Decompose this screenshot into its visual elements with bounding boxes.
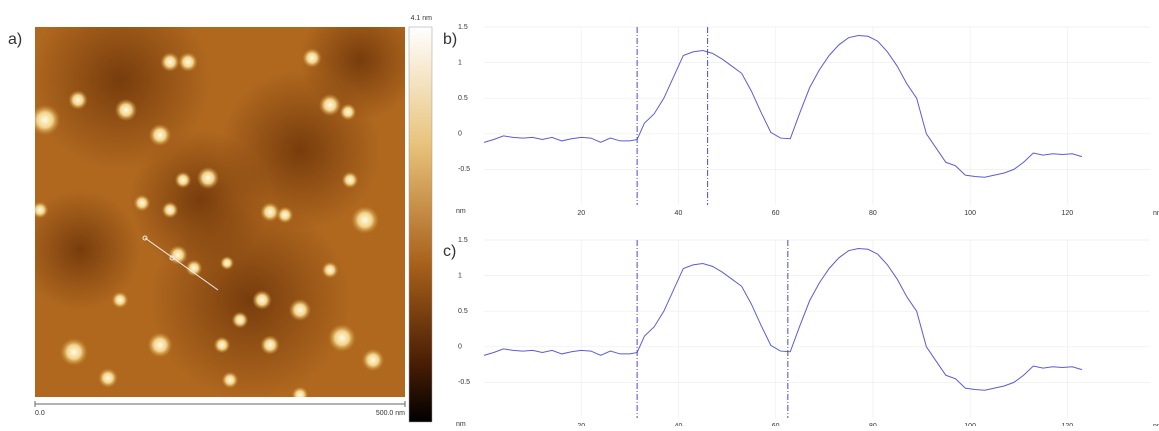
y-tick-label: 0.5 [458, 95, 468, 102]
panel-label: b) [443, 31, 457, 48]
particle [133, 194, 151, 212]
particle [328, 324, 356, 352]
y-tick-label: -0.5 [458, 166, 470, 173]
particle [231, 311, 249, 329]
particle [221, 371, 239, 389]
y-tick-label: 0 [458, 131, 462, 138]
x-tick-label: 120 [1062, 210, 1074, 217]
particle [60, 338, 88, 366]
particle [321, 261, 339, 279]
y-tick-label: 1 [458, 59, 462, 66]
y-tick-label: 0.5 [458, 308, 468, 315]
y-axis-label: nm [456, 421, 466, 426]
particle [302, 48, 322, 68]
y-tick-label: 1 [458, 272, 462, 279]
x-tick-label: 60 [772, 210, 780, 217]
particle [147, 332, 173, 358]
x-tick-label: 80 [869, 210, 877, 217]
profile-marker [169, 255, 175, 261]
particle [291, 386, 309, 397]
x-tick-label: 40 [675, 210, 683, 217]
afm-image [35, 27, 405, 397]
y-tick-label: 1.5 [458, 237, 468, 244]
texture [130, 130, 270, 270]
y-tick-label: 0 [458, 344, 462, 351]
particle [351, 206, 379, 234]
particle [148, 123, 172, 147]
particle [260, 335, 280, 355]
particle [220, 256, 234, 270]
particle [114, 98, 138, 122]
particle [111, 291, 129, 309]
particle [318, 93, 342, 117]
particle [185, 259, 203, 277]
profile-line [483, 248, 1083, 391]
particle [213, 336, 231, 354]
particle [178, 52, 198, 72]
x-axis-label: nm [1153, 210, 1159, 217]
y-axis-label: nm [456, 208, 466, 215]
particle [174, 171, 192, 189]
particle [35, 201, 49, 219]
particle [260, 202, 280, 222]
texture [35, 190, 140, 310]
colorbar-label: 4.1 nm [411, 15, 433, 22]
y-tick-label: 1.5 [458, 24, 468, 31]
x-tick-label: 100 [964, 210, 976, 217]
x-tick-label: 20 [577, 210, 585, 217]
panel-label: a) [8, 31, 22, 48]
colorbar [408, 26, 433, 423]
particle [196, 166, 220, 190]
particle [288, 298, 312, 322]
particle [339, 103, 357, 121]
particle [276, 206, 294, 224]
particle [341, 171, 359, 189]
particle [35, 104, 61, 136]
scale-label: 500.0 nm [376, 410, 405, 417]
scale-label: 0.0 [35, 410, 45, 417]
profile-marker [142, 235, 148, 241]
particle [161, 201, 179, 219]
y-tick-label: -0.5 [458, 379, 470, 386]
profile-line [144, 237, 219, 291]
panel-label: c) [443, 243, 456, 260]
profile-line [483, 35, 1083, 178]
particle [98, 368, 118, 388]
particle [252, 290, 272, 310]
particle [160, 52, 180, 72]
particle [361, 348, 385, 372]
particle [68, 90, 88, 110]
